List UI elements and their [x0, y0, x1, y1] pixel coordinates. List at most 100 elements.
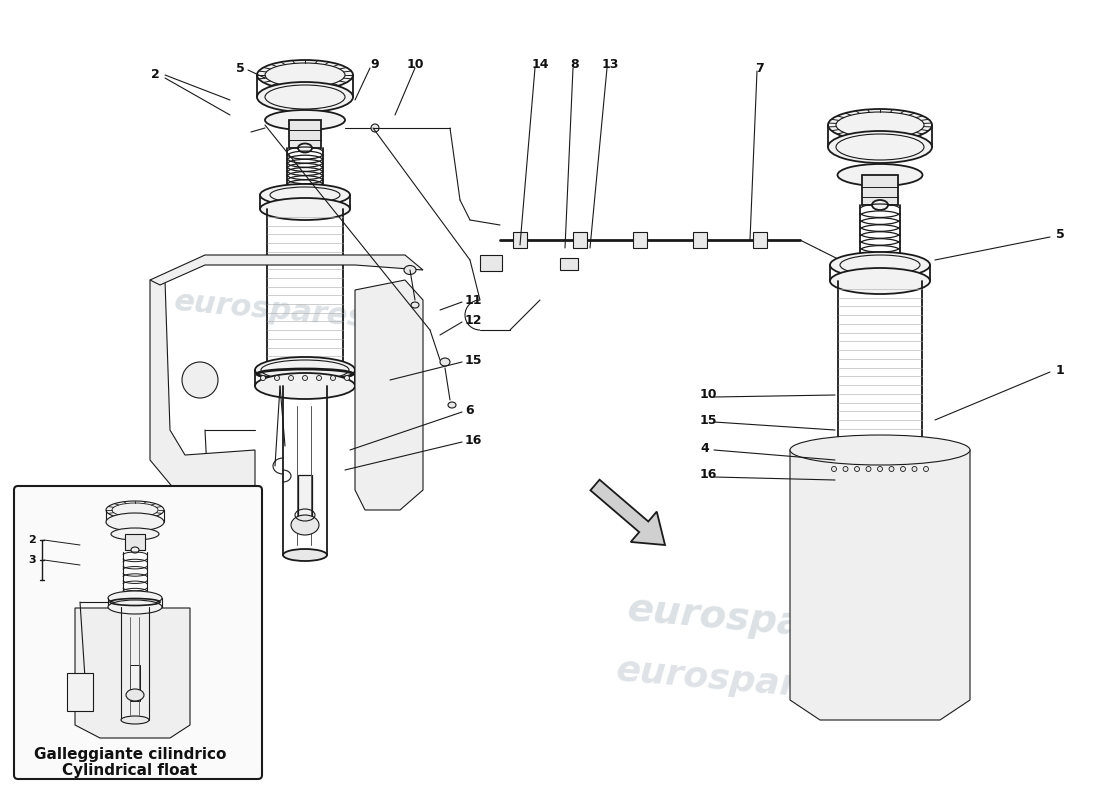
Bar — [125, 534, 145, 550]
Ellipse shape — [872, 200, 888, 210]
Text: Galleggiante cilindrico: Galleggiante cilindrico — [34, 747, 227, 762]
Bar — [513, 232, 527, 248]
Ellipse shape — [255, 373, 355, 399]
Ellipse shape — [448, 402, 456, 408]
Ellipse shape — [257, 82, 353, 112]
Ellipse shape — [121, 716, 148, 724]
Circle shape — [901, 466, 905, 471]
Bar — [632, 232, 647, 248]
Text: eurospares: eurospares — [615, 653, 846, 707]
Ellipse shape — [837, 164, 923, 186]
Bar — [693, 232, 707, 248]
Text: 11: 11 — [465, 294, 483, 306]
Ellipse shape — [283, 549, 327, 561]
Bar — [67, 673, 94, 711]
Polygon shape — [75, 608, 190, 738]
Text: 5: 5 — [1056, 229, 1065, 242]
Ellipse shape — [828, 109, 932, 141]
Text: 14: 14 — [531, 58, 549, 71]
Circle shape — [330, 375, 336, 381]
Circle shape — [302, 375, 308, 381]
Text: 8: 8 — [571, 58, 580, 71]
Ellipse shape — [440, 358, 450, 366]
Text: 9: 9 — [371, 58, 380, 71]
Polygon shape — [150, 255, 424, 285]
Ellipse shape — [126, 689, 144, 701]
Circle shape — [182, 362, 218, 398]
Circle shape — [344, 375, 350, 381]
Text: 10: 10 — [406, 58, 424, 71]
Text: eurospares: eurospares — [626, 590, 875, 650]
Text: 7: 7 — [756, 62, 764, 74]
Polygon shape — [150, 280, 255, 500]
Polygon shape — [591, 480, 666, 545]
Bar — [130, 665, 140, 701]
Bar — [573, 232, 587, 248]
Text: 6: 6 — [465, 403, 474, 417]
Ellipse shape — [371, 124, 380, 132]
Text: 3: 3 — [29, 555, 36, 565]
Ellipse shape — [865, 614, 895, 636]
Circle shape — [855, 466, 859, 471]
Ellipse shape — [411, 302, 419, 308]
Ellipse shape — [292, 515, 319, 535]
Ellipse shape — [856, 674, 904, 686]
Ellipse shape — [108, 600, 162, 614]
Text: 16: 16 — [700, 469, 717, 482]
FancyArrowPatch shape — [597, 487, 661, 542]
Circle shape — [924, 466, 928, 471]
Text: 15: 15 — [465, 354, 483, 366]
Bar — [754, 232, 767, 248]
Text: 15: 15 — [700, 414, 717, 426]
Circle shape — [843, 466, 848, 471]
Text: 1: 1 — [1056, 363, 1065, 377]
Polygon shape — [355, 280, 424, 510]
Ellipse shape — [827, 464, 933, 492]
Ellipse shape — [830, 268, 930, 294]
Circle shape — [288, 375, 294, 381]
Text: 13: 13 — [602, 58, 618, 71]
Bar — [560, 258, 578, 270]
Ellipse shape — [260, 184, 350, 206]
FancyBboxPatch shape — [14, 486, 262, 779]
Text: 4: 4 — [700, 442, 708, 454]
Ellipse shape — [265, 110, 345, 130]
Text: Cylindrical float: Cylindrical float — [63, 762, 198, 778]
Bar — [862, 175, 898, 205]
Circle shape — [275, 375, 279, 381]
Text: 5: 5 — [235, 62, 244, 74]
Text: 2: 2 — [29, 535, 36, 545]
Ellipse shape — [131, 547, 139, 553]
Circle shape — [912, 466, 917, 471]
Ellipse shape — [260, 198, 350, 220]
Circle shape — [261, 375, 265, 381]
Ellipse shape — [108, 591, 162, 605]
Circle shape — [878, 466, 882, 471]
Text: 2: 2 — [151, 69, 160, 82]
Ellipse shape — [827, 446, 933, 474]
Circle shape — [317, 375, 321, 381]
Bar — [298, 475, 312, 530]
Ellipse shape — [257, 60, 353, 90]
Bar — [183, 520, 226, 580]
Ellipse shape — [830, 252, 930, 278]
Ellipse shape — [111, 528, 160, 540]
Ellipse shape — [404, 266, 416, 274]
Bar — [480, 255, 502, 271]
Ellipse shape — [828, 131, 932, 163]
Bar — [289, 120, 321, 148]
Bar — [872, 585, 888, 645]
Polygon shape — [790, 450, 970, 720]
Text: eurospares: eurospares — [173, 287, 367, 333]
Ellipse shape — [298, 143, 312, 153]
Circle shape — [866, 466, 871, 471]
Text: 12: 12 — [465, 314, 483, 326]
Circle shape — [832, 466, 836, 471]
Ellipse shape — [106, 513, 164, 531]
Circle shape — [889, 466, 894, 471]
Ellipse shape — [790, 435, 970, 465]
Ellipse shape — [255, 357, 355, 383]
Text: 16: 16 — [465, 434, 483, 446]
Ellipse shape — [106, 501, 164, 519]
Text: 10: 10 — [700, 389, 717, 402]
